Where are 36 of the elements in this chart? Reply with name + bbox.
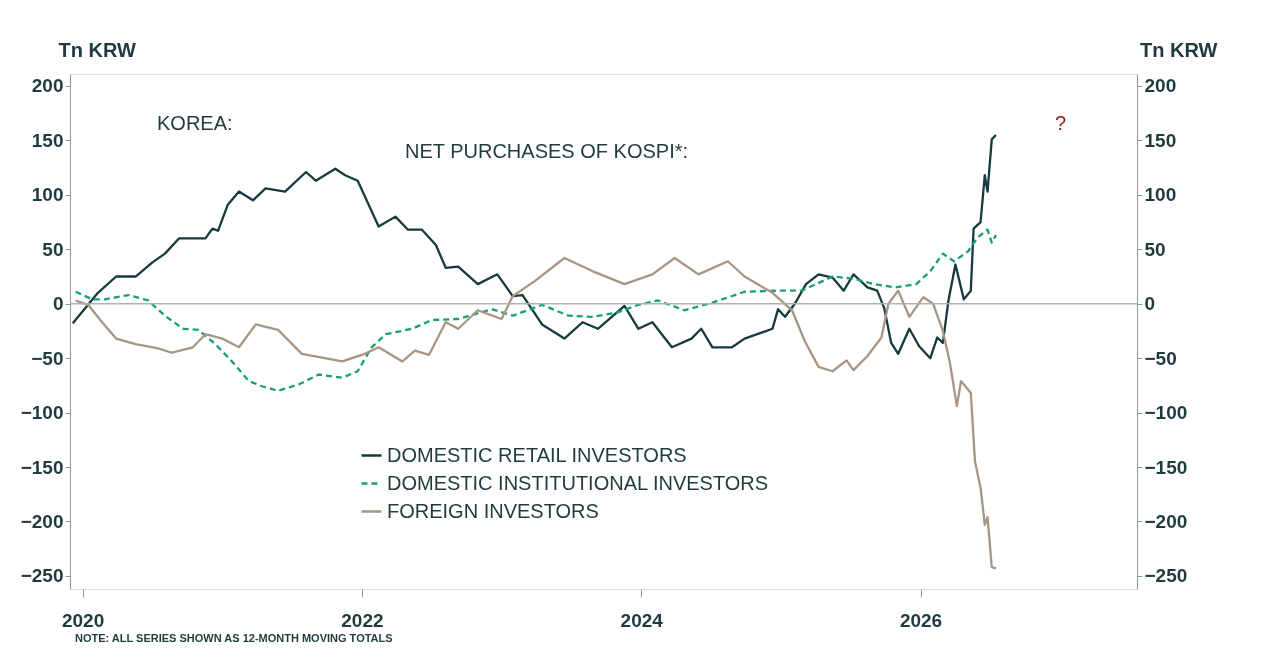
y-tick-label: −100 <box>20 402 64 424</box>
y2-tick-label: 100 <box>1144 184 1177 206</box>
x-tick-label: 2026 <box>899 609 943 631</box>
x-tick-label: 2020 <box>61 609 105 631</box>
x-tick-label: 2022 <box>341 609 384 631</box>
y-tick-label: −200 <box>20 510 64 532</box>
y-tick-label: 50 <box>42 238 64 260</box>
y2-tick-label: −100 <box>1144 402 1188 424</box>
y-tick-label: −50 <box>31 347 64 369</box>
legend-label: DOMESTIC RETAIL INVESTORS <box>387 443 687 466</box>
y-tick-label: 100 <box>31 184 64 206</box>
y-tick-label: −250 <box>20 565 64 587</box>
y2-tick-label: 200 <box>1144 75 1177 97</box>
y2-axis-title: Tn KRW <box>1140 38 1218 61</box>
text: KOREA: <box>157 112 233 134</box>
y2-tick-label: 150 <box>1144 129 1177 151</box>
line-series <box>74 228 998 392</box>
y-tick-label: 200 <box>31 75 64 97</box>
x-tick-label: 2024 <box>620 609 664 631</box>
y2-tick-label: −150 <box>1144 456 1188 478</box>
annotation: ? <box>1055 112 1067 134</box>
y2-tick-label: 50 <box>1144 238 1166 260</box>
text: NET PURCHASES OF KOSPI*: <box>405 140 689 162</box>
y2-tick-label: 0 <box>1144 293 1156 315</box>
y2-tick-label: −50 <box>1144 347 1177 369</box>
y2-tick-label: −200 <box>1144 510 1188 532</box>
y-axis-title: Tn KRW <box>58 38 137 61</box>
y2-tick-label: −250 <box>1144 565 1188 587</box>
y-tick-label: 0 <box>52 293 64 315</box>
legend-label: FOREIGN INVESTORS <box>387 499 599 522</box>
line-series <box>74 256 998 570</box>
line-series <box>71 133 998 360</box>
text: NOTE: ALL SERIES SHOWN AS 12-MONTH MOVING TOTALS <box>75 632 393 644</box>
y-tick-label: 150 <box>31 129 64 151</box>
y-tick-label: −150 <box>20 456 64 478</box>
legend-label: DOMESTIC INSTITUTIONAL INVESTORS <box>387 471 769 494</box>
